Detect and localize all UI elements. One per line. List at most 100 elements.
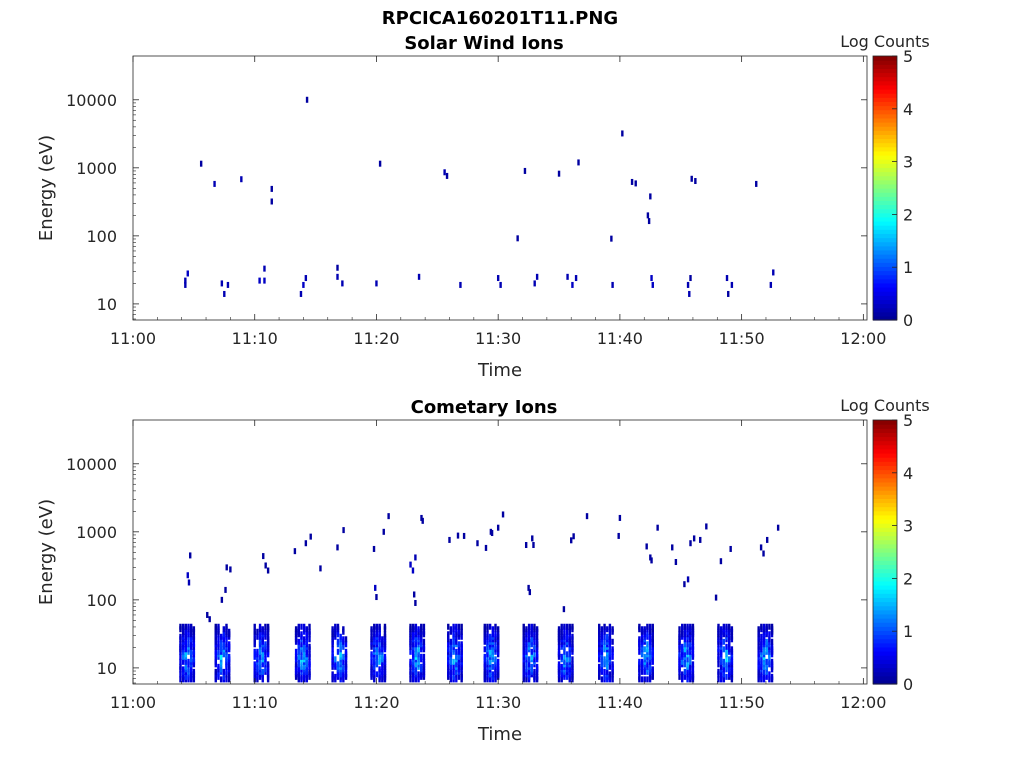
heatmap-cell — [297, 623, 300, 630]
heatmap-cell — [772, 269, 775, 276]
colorbar-band — [873, 444, 897, 450]
colorbar-band — [873, 80, 897, 86]
heatmap-cell — [378, 656, 381, 663]
heatmap-cell — [608, 663, 612, 670]
heatmap-cell — [300, 623, 303, 630]
heatmap-cell — [264, 641, 267, 648]
heatmap-cell — [342, 626, 345, 633]
heatmap-cell — [691, 638, 695, 645]
heatmap-cell — [494, 643, 497, 650]
colorbar-band — [873, 646, 897, 652]
heatmap-cell — [186, 572, 189, 579]
colorbar-band — [873, 642, 897, 648]
heatmap-cell — [184, 651, 188, 658]
heatmap-cell — [649, 193, 652, 200]
colorbar-band — [873, 183, 897, 189]
colorbar-band — [873, 510, 897, 516]
heatmap-cell — [452, 623, 455, 630]
heatmap-cell — [694, 178, 697, 185]
heatmap-cell — [608, 623, 612, 630]
heatmap-cell — [308, 668, 311, 675]
heatmap-cell — [187, 641, 190, 648]
figure-title: RPCICA160201T11.PNG — [382, 8, 618, 29]
heatmap-cell — [192, 656, 196, 663]
heatmap-cell — [370, 633, 373, 640]
heatmap-cell — [452, 631, 455, 638]
heatmap-cell — [414, 623, 418, 630]
x-tick-label: 11:30 — [475, 329, 521, 348]
heatmap-cell — [686, 641, 689, 648]
heatmap-cell — [528, 589, 532, 596]
heatmap-cell — [294, 661, 298, 668]
x-axis-label: Time — [477, 360, 522, 381]
heatmap-cell — [417, 671, 420, 678]
colorbar-band — [873, 655, 897, 660]
heatmap-cell — [563, 658, 566, 665]
heatmap-cell — [765, 663, 768, 670]
heatmap-cell — [217, 648, 220, 655]
colorbar-band — [873, 229, 897, 234]
colorbar-band — [873, 638, 897, 644]
heatmap-cell — [570, 537, 573, 544]
heatmap-cell — [683, 646, 687, 653]
colorbar-band — [873, 498, 897, 504]
heatmap-cell — [264, 623, 267, 630]
heatmap-cell — [560, 663, 563, 670]
heatmap-cell — [344, 661, 348, 668]
heatmap-cell — [765, 658, 768, 665]
heatmap-cell — [342, 653, 345, 660]
heatmap-cell — [412, 641, 415, 648]
heatmap-cell — [681, 643, 684, 650]
heatmap-cell — [689, 658, 692, 665]
colorbar-band — [873, 117, 897, 123]
heatmap-cell — [571, 623, 574, 630]
heatmap-cell — [270, 185, 273, 192]
heatmap-cell — [525, 666, 528, 673]
y-tick-label: 10000 — [66, 455, 117, 474]
heatmap-cell — [491, 663, 495, 670]
colorbar-band — [873, 237, 897, 243]
heatmap-cell — [762, 623, 766, 630]
heatmap-cell — [219, 633, 223, 640]
heatmap-cell — [266, 567, 270, 574]
colorbar-band — [873, 249, 897, 255]
heatmap-cell — [643, 676, 646, 683]
colorbar-band — [873, 258, 897, 263]
heatmap-cell — [650, 275, 653, 282]
x-tick-label: 11:20 — [353, 329, 399, 348]
colorbar-band — [873, 679, 897, 685]
heatmap-cell — [331, 651, 334, 658]
heatmap-cell — [220, 596, 224, 603]
heatmap-cell — [649, 554, 652, 561]
colorbar-tick-label: 2 — [903, 569, 913, 588]
heatmap-cell — [600, 631, 604, 638]
heatmap-cell — [189, 552, 192, 559]
heatmap-cell — [640, 636, 644, 643]
heatmap-cell — [334, 656, 337, 663]
heatmap-cell — [678, 651, 681, 658]
heatmap-cell — [383, 653, 387, 660]
heatmap-cell — [757, 658, 760, 665]
heatmap-cell — [598, 663, 601, 670]
colorbar-tick-label: 2 — [903, 205, 913, 224]
heatmap-cell — [640, 626, 644, 633]
heatmap-cell — [722, 623, 726, 630]
heatmap-cell — [717, 676, 720, 683]
colorbar-tick-label: 3 — [903, 517, 913, 536]
heatmap-cell — [560, 628, 563, 635]
heatmap-cell — [342, 658, 345, 665]
heatmap-cell — [447, 641, 450, 648]
heatmap-cell — [730, 281, 734, 288]
colorbar-band — [873, 420, 897, 425]
colorbar-band — [873, 523, 897, 528]
heatmap-cell — [501, 511, 505, 518]
heatmap-cell — [414, 661, 418, 668]
colorbar-band — [873, 311, 897, 317]
colorbar-band — [873, 282, 897, 288]
colorbar-band — [873, 97, 897, 102]
colorbar-band — [873, 270, 897, 276]
heatmap-cell — [187, 658, 190, 665]
heatmap-cell — [420, 653, 423, 660]
heatmap-cell — [373, 631, 376, 638]
heatmap-cell — [651, 623, 654, 630]
